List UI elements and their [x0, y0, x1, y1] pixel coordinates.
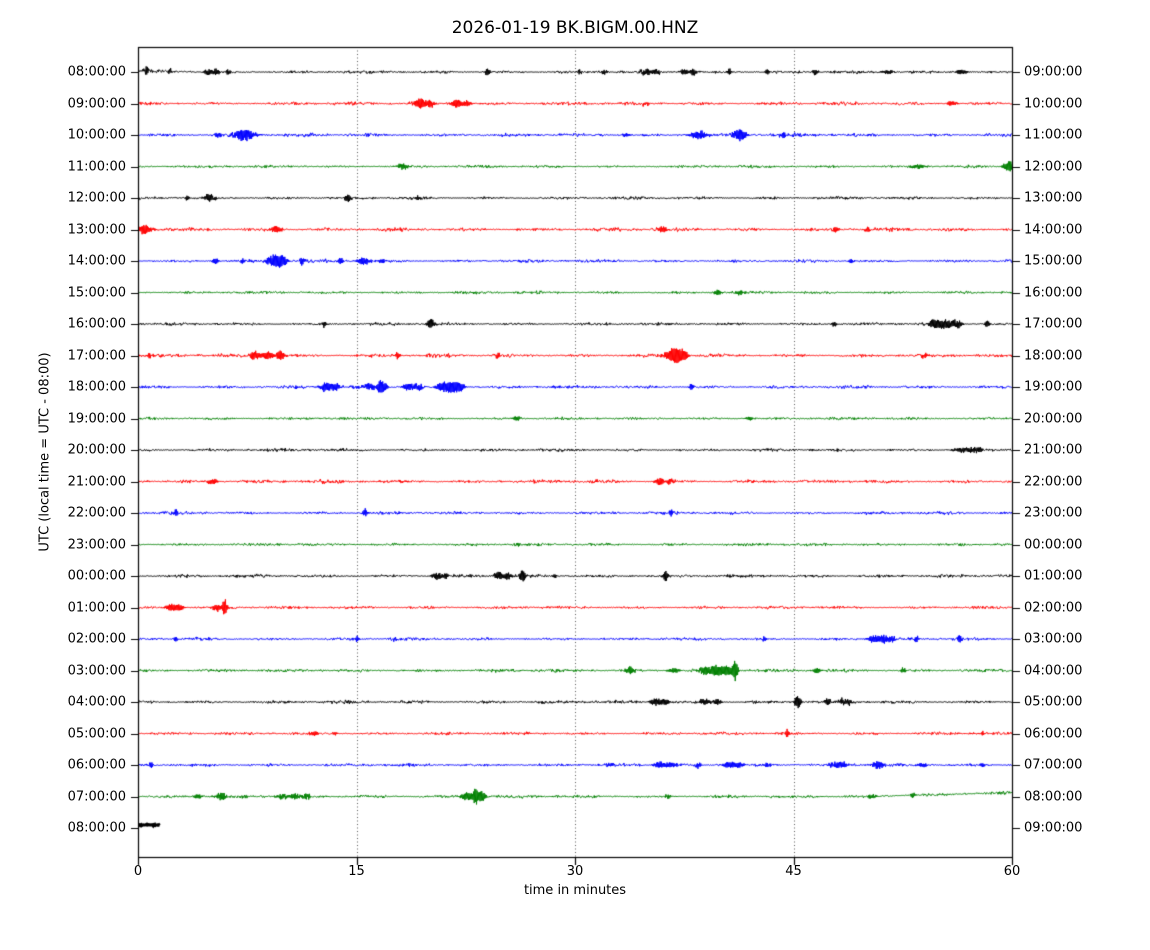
left-time-label: 23:00:00 [67, 537, 126, 552]
right-time-label: 02:00:00 [1024, 600, 1083, 615]
left-time-label: 08:00:00 [67, 820, 126, 836]
x-axis-label: time in minutes [523, 883, 627, 898]
right-time-label: 00:00:00 [1024, 537, 1083, 552]
left-time-label: 15:00:00 [67, 285, 126, 300]
right-time-label: 10:00:00 [1024, 96, 1083, 111]
right-time-label: 09:00:00 [1024, 820, 1083, 836]
left-time-label: 03:00:00 [67, 663, 126, 678]
left-time-label: 04:00:00 [67, 694, 126, 710]
right-time-label: 15:00:00 [1024, 253, 1083, 269]
right-time-label: 22:00:00 [1024, 474, 1083, 489]
x-tick-label: 45 [785, 864, 802, 879]
right-time-label: 01:00:00 [1024, 568, 1083, 584]
right-time-label: 11:00:00 [1024, 127, 1083, 143]
left-time-label: 01:00:00 [67, 600, 126, 615]
chart-title: 2026-01-19 BK.BIGM.00.HNZ [451, 18, 699, 38]
left-time-label: 11:00:00 [67, 159, 126, 174]
left-time-label: 06:00:00 [67, 757, 126, 773]
left-time-label: 20:00:00 [67, 442, 126, 458]
right-time-label: 19:00:00 [1024, 379, 1083, 395]
left-time-label: 13:00:00 [67, 222, 126, 237]
left-time-label: 14:00:00 [67, 253, 126, 269]
left-time-label: 09:00:00 [67, 96, 126, 111]
right-time-label: 14:00:00 [1024, 222, 1083, 237]
y-axis-label-text: UTC (local time = UTC - 08:00) [37, 352, 53, 552]
right-time-label: 18:00:00 [1024, 348, 1083, 363]
left-time-label: 02:00:00 [67, 631, 126, 647]
x-tick-label: 15 [348, 864, 365, 879]
left-time-label: 18:00:00 [67, 379, 126, 395]
left-time-label: 05:00:00 [67, 726, 126, 741]
left-time-label: 22:00:00 [67, 505, 126, 521]
left-time-label: 21:00:00 [67, 474, 126, 489]
right-time-label: 17:00:00 [1024, 316, 1083, 332]
right-time-label: 03:00:00 [1024, 631, 1083, 647]
right-time-label: 07:00:00 [1024, 757, 1083, 773]
left-time-label: 10:00:00 [67, 127, 126, 143]
right-time-label: 04:00:00 [1024, 663, 1083, 678]
left-time-label: 00:00:00 [67, 568, 126, 584]
right-time-label: 08:00:00 [1024, 789, 1083, 804]
right-time-label: 12:00:00 [1024, 159, 1083, 174]
left-time-label: 16:00:00 [67, 316, 126, 332]
left-time-label: 07:00:00 [67, 789, 126, 804]
x-tick-label: 30 [566, 864, 584, 879]
left-time-label: 19:00:00 [67, 411, 126, 426]
x-tick-label: 60 [1003, 864, 1021, 879]
left-time-label: 17:00:00 [67, 348, 126, 363]
right-time-label: 13:00:00 [1024, 190, 1083, 206]
right-time-label: 06:00:00 [1024, 726, 1083, 741]
right-time-label: 16:00:00 [1024, 285, 1083, 300]
right-time-label: 20:00:00 [1024, 411, 1083, 426]
left-time-label: 12:00:00 [67, 190, 126, 206]
right-time-label: 09:00:00 [1024, 64, 1083, 80]
x-tick-label: 0 [133, 864, 143, 879]
left-time-label: 08:00:00 [67, 64, 126, 80]
right-time-label: 21:00:00 [1024, 442, 1083, 458]
right-time-label: 05:00:00 [1024, 694, 1083, 710]
right-time-label: 23:00:00 [1024, 505, 1083, 521]
